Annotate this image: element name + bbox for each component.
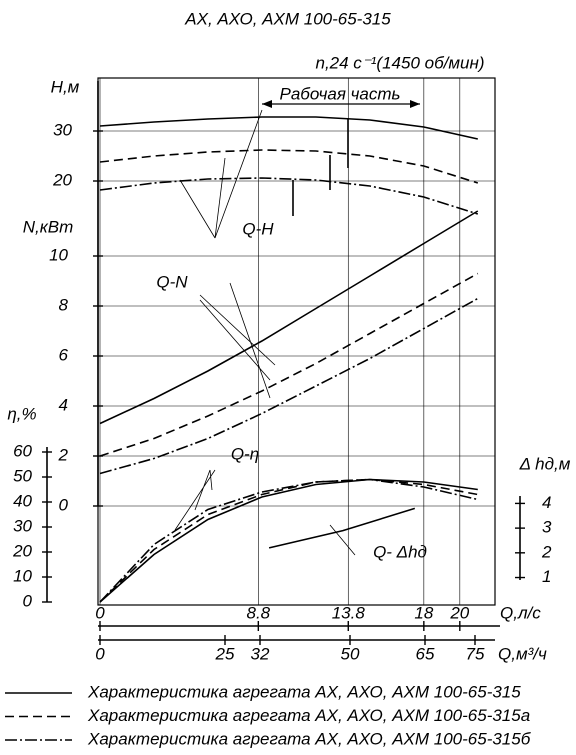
x2-tick-label: 75 (466, 644, 485, 663)
y-tick-label: 10 (49, 245, 68, 264)
y-tick-label: 0 (23, 591, 33, 610)
leaders (174, 109, 356, 556)
curve (99, 272, 479, 457)
y-tick-label: 2 (541, 542, 552, 561)
y-tick-label: 3 (542, 518, 552, 537)
y-tick-label: 4 (542, 493, 551, 512)
y-tick-label: 6 (59, 345, 69, 364)
curve (99, 149, 479, 184)
x-tick-label: 13.8 (332, 603, 366, 622)
curve (99, 478, 478, 603)
curve (99, 210, 479, 425)
plot-frame (97, 77, 496, 606)
curve (99, 116, 478, 140)
y-tick-label: 0 (59, 495, 69, 514)
speed-label: n,24 с⁻¹(1450 об/мин) (315, 53, 484, 72)
y-tick-label: 2 (58, 445, 69, 464)
legend-label: Характеристика агрегата АХ, АХО, АХМ 100… (87, 706, 530, 725)
x2-tick-label: 65 (416, 644, 435, 663)
y-tick-label: 4 (59, 395, 68, 414)
y-tick-label: 40 (13, 491, 32, 510)
y-tick-label: 50 (13, 466, 32, 485)
curve (99, 177, 479, 215)
x-tick-label: 8.8 (246, 603, 270, 622)
x-tick-label: 0 (95, 603, 105, 622)
panel-label: Q-η (231, 444, 259, 463)
curve (99, 478, 478, 603)
x2-tick-label: 25 (215, 644, 235, 663)
y-tick-label: 30 (53, 120, 72, 139)
y-axis-label: Δ hд,м (519, 454, 571, 473)
x-tick-label: 20 (449, 603, 469, 622)
working-zone-label: Рабочая часть (280, 84, 401, 103)
y-axis-label: Н,м (51, 77, 80, 96)
y-tick-label: 20 (52, 170, 72, 189)
chart-title: АХ, АХО, АХМ 100-65-315 (184, 9, 391, 28)
zone-marks (292, 118, 349, 216)
y-tick-label: 10 (13, 566, 32, 585)
y-tick-label: 20 (12, 541, 32, 560)
legend-label: Характеристика агрегата АХ, АХО, АХМ 100… (87, 729, 532, 748)
x2-axis-label: Q,м³/ч (498, 644, 547, 663)
y-tick-label: 60 (13, 441, 32, 460)
legend-label: Характеристика агрегата АХ, АХО, АХМ 100… (87, 682, 521, 701)
x2-tick-label: 32 (251, 644, 270, 663)
y-axis-label: N,кВт (23, 217, 74, 236)
y-tick-label: 8 (59, 295, 69, 314)
x2-tick-label: 50 (341, 644, 360, 663)
panel-label: Q- Δhд (373, 542, 427, 561)
y-tick-label: 30 (13, 516, 32, 535)
y-axis-label: η,% (7, 404, 36, 423)
curve (99, 297, 479, 475)
panel-label: Q-N (156, 272, 188, 291)
panel-label: Q-H (242, 219, 274, 238)
x-tick-label: 18 (414, 603, 433, 622)
curve (99, 478, 478, 603)
y-tick-label: 1 (542, 567, 551, 586)
curve (268, 507, 416, 549)
x2-tick-label: 0 (95, 644, 105, 663)
x-axis-label: Q,л/с (500, 603, 541, 622)
